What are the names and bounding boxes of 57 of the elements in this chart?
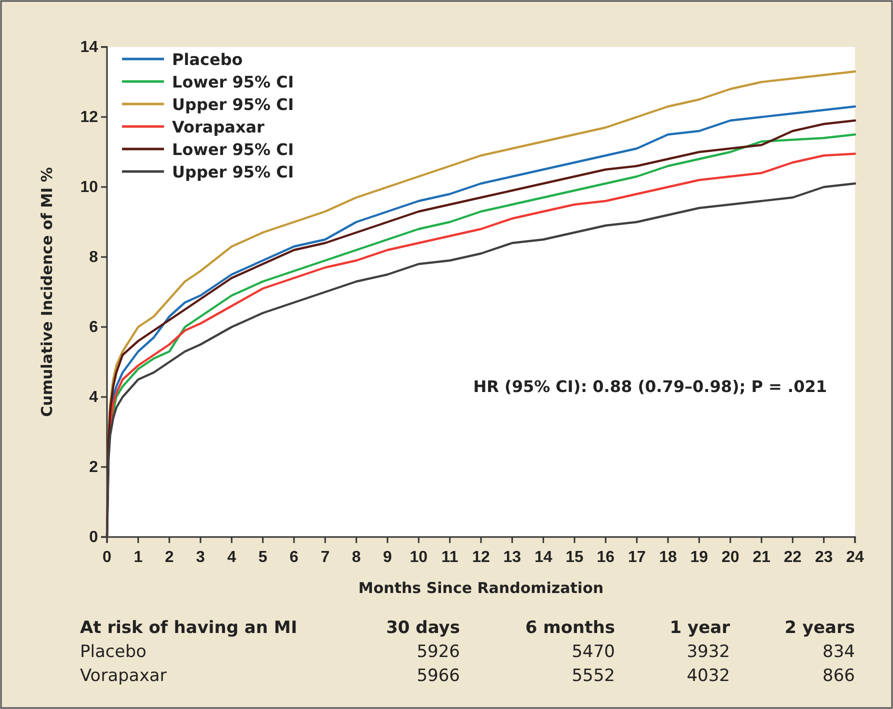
legend-label: Lower 95% CI (172, 140, 294, 159)
text: Vorapaxar (80, 666, 167, 686)
legend-label: Placebo (172, 50, 243, 69)
text: 2 years (784, 618, 855, 638)
legend-label: Upper 95% CI (172, 162, 294, 182)
y-tick-label: 8 (89, 249, 98, 266)
annotation: HR (95% CI): 0.88 (0.79–0.98); P = .021 (473, 377, 827, 396)
text: 3932 (686, 642, 730, 662)
x-axis-title: Months Since Randomization (358, 579, 604, 597)
x-tick-label: 5 (258, 549, 268, 566)
x-tick-label: 12 (472, 549, 490, 566)
x-tick-label: 19 (690, 549, 708, 566)
legend-label: Upper 95% CI (172, 95, 294, 114)
x-tick-label: 2 (164, 549, 174, 566)
text: 5552 (572, 666, 615, 686)
text: 5926 (416, 642, 460, 662)
text: 5966 (416, 666, 460, 686)
y-tick-label: 0 (89, 529, 98, 546)
x-tick-label: 4 (227, 549, 236, 566)
x-tick-label: 21 (752, 549, 770, 566)
legend-label: Vorapaxar (172, 118, 265, 136)
text: At risk of having an MI (80, 618, 298, 638)
y-tick-label: 14 (80, 39, 98, 56)
x-tick-label: 14 (534, 549, 552, 566)
x-tick-label: 17 (628, 549, 646, 566)
text: 834 (822, 642, 855, 662)
y-tick-label: 10 (80, 179, 98, 196)
text: 866 (822, 666, 855, 686)
x-tick-label: 15 (566, 549, 584, 566)
x-tick-label: 6 (290, 549, 299, 566)
x-tick-label: 1 (134, 549, 143, 566)
x-tick-label: 8 (352, 549, 361, 566)
y-tick-label: 2 (89, 459, 98, 476)
x-tick-label: 16 (596, 549, 615, 566)
x-tick-label: 0 (102, 549, 112, 566)
x-tick-label: 24 (846, 549, 864, 566)
x-tick-label: 7 (320, 549, 330, 566)
x-tick-label: 23 (814, 549, 833, 566)
x-tick-label: 11 (441, 549, 458, 566)
x-tick-label: 18 (659, 549, 677, 566)
y-tick-label: 6 (89, 319, 98, 336)
text: 5470 (572, 642, 615, 662)
x-tick-label: 13 (503, 549, 522, 566)
x-tick-label: 9 (383, 549, 392, 566)
text: 4032 (686, 666, 730, 686)
x-tick-label: 3 (196, 549, 206, 566)
y-tick-label: 12 (80, 109, 98, 126)
text: Placebo (80, 642, 146, 662)
y-tick-label: 4 (89, 389, 98, 406)
y-axis-title: Cumulative Incidence of MI % (38, 167, 56, 417)
text: 6 months (525, 618, 615, 638)
x-tick-label: 20 (721, 549, 740, 566)
x-tick-label: 22 (784, 549, 802, 566)
legend-label: Lower 95% CI (172, 72, 294, 92)
text: 1 year (670, 618, 731, 638)
x-tick-label: 10 (410, 549, 428, 566)
text: 30 days (386, 618, 460, 638)
